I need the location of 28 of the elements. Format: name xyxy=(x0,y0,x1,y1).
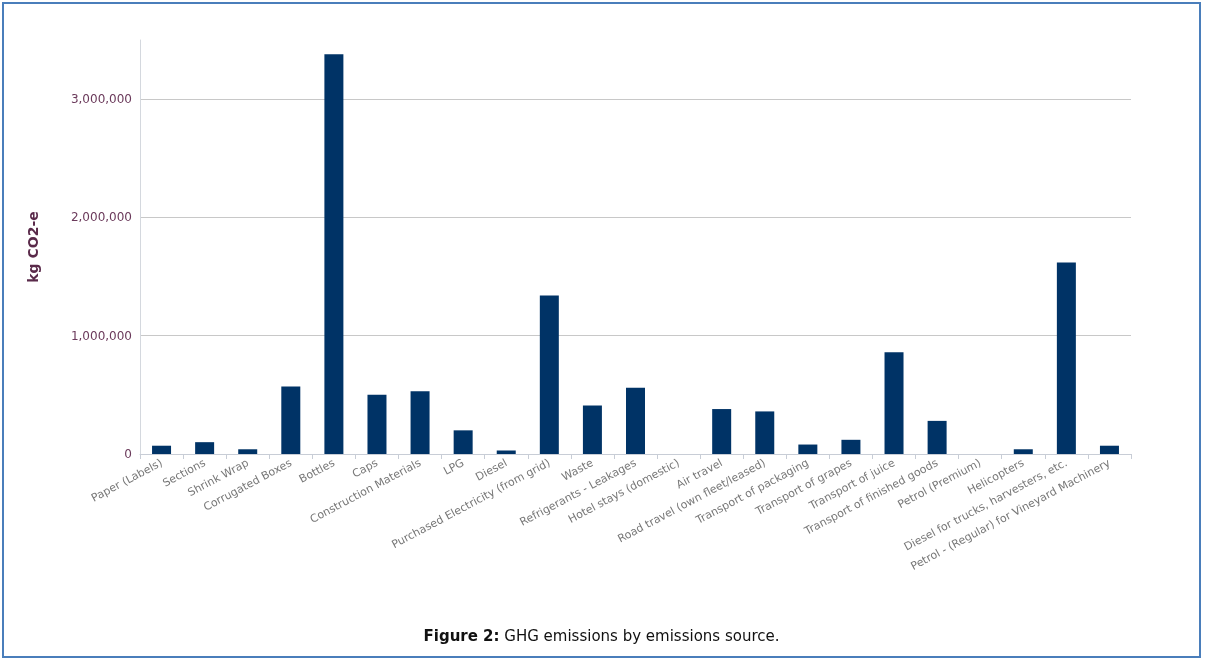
bar xyxy=(195,442,215,454)
bar xyxy=(324,54,344,454)
bar xyxy=(238,449,258,454)
bar xyxy=(755,411,775,454)
bar xyxy=(281,386,301,454)
bar xyxy=(152,445,172,454)
bar xyxy=(410,391,430,454)
bar xyxy=(798,444,818,454)
bar xyxy=(712,409,732,454)
bar xyxy=(582,405,602,454)
bar xyxy=(1013,449,1033,454)
bar xyxy=(539,295,559,454)
y-tick-label: 1,000,000 xyxy=(70,328,132,343)
text: Figure 2: GHG emissions by emissions source. xyxy=(423,626,780,645)
bar xyxy=(927,420,947,454)
y-tick-label: 2,000,000 xyxy=(70,210,132,225)
y-axis-title: kg CO2-e xyxy=(25,211,41,283)
x-tick-label: LPG xyxy=(441,456,467,478)
bar xyxy=(841,439,861,454)
bar xyxy=(1099,445,1119,454)
bar xyxy=(496,450,516,454)
bar xyxy=(453,430,473,454)
bar xyxy=(626,387,645,454)
bar xyxy=(884,352,904,454)
y-tick-label: 3,000,000 xyxy=(70,92,132,107)
y-tick-label: 0 xyxy=(124,447,132,461)
bar xyxy=(367,394,387,454)
bar xyxy=(1056,262,1076,454)
